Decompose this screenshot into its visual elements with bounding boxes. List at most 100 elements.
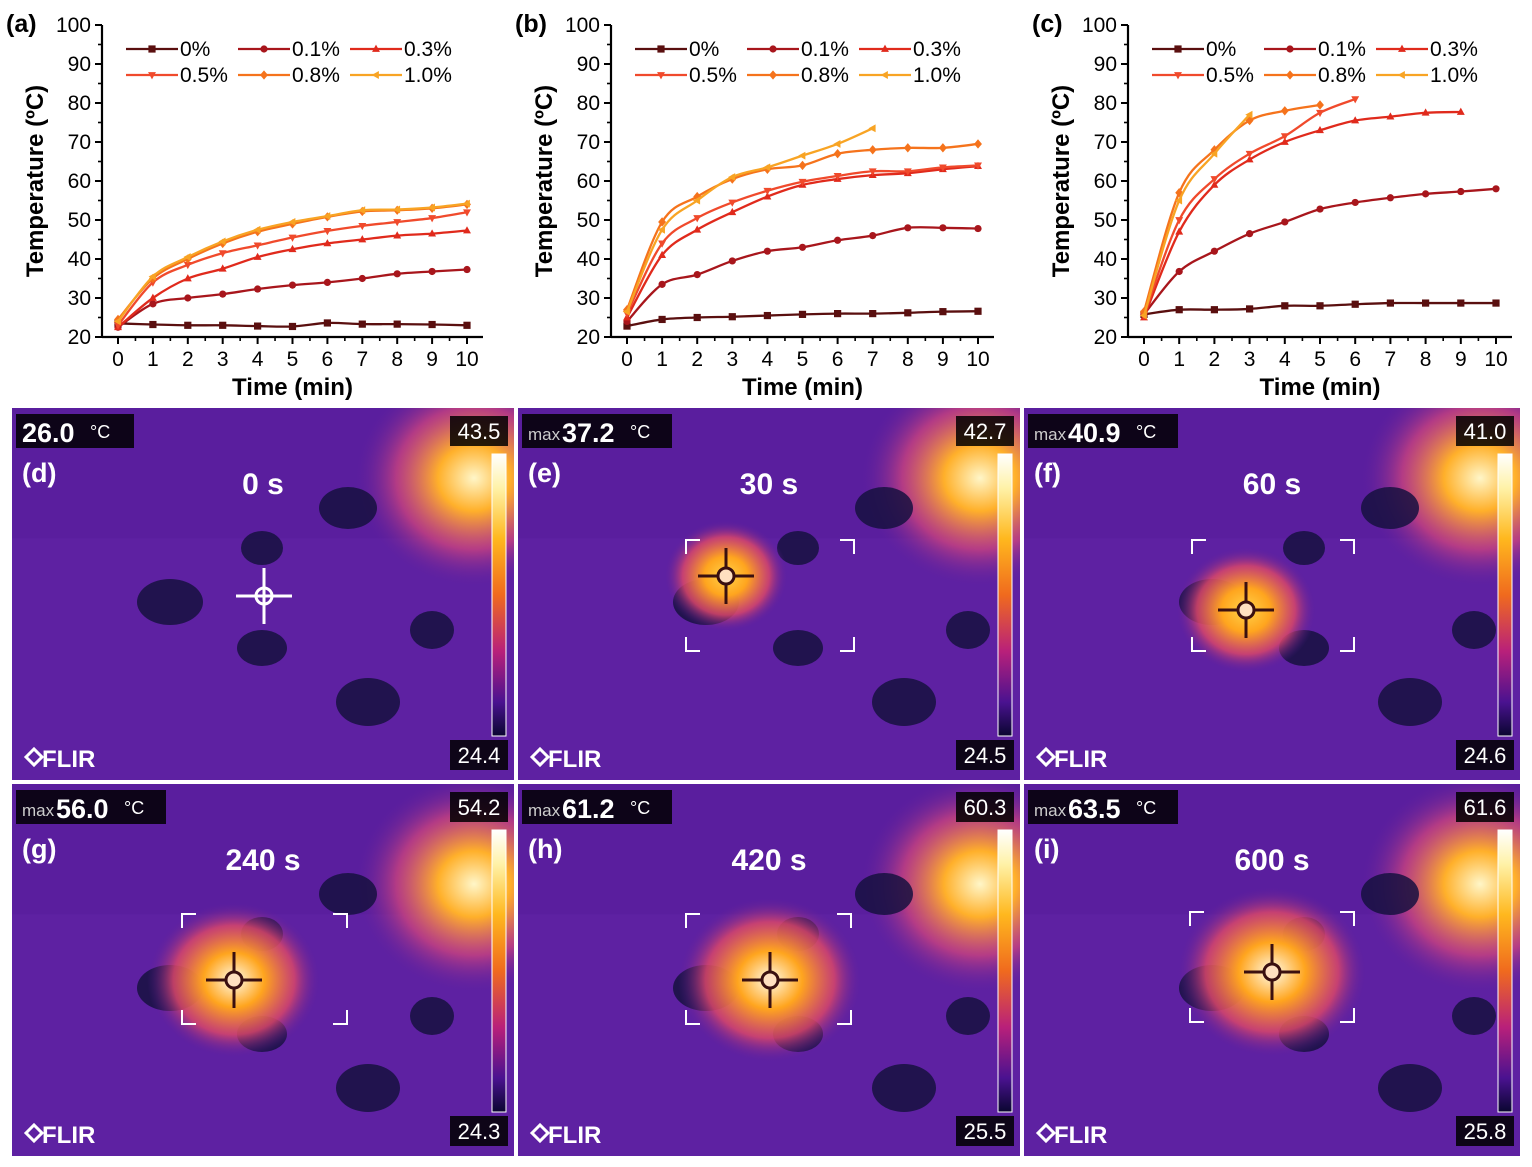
series-0.1% (1140, 185, 1500, 318)
data-point (358, 222, 367, 231)
hot-corner (354, 784, 514, 994)
data-point (868, 145, 877, 155)
legend-label: 0% (689, 38, 719, 61)
x-tick-label: 1 (656, 348, 668, 371)
max-value: 56.0 (56, 794, 109, 824)
data-point (219, 321, 227, 329)
scale-min: 25.8 (1456, 1116, 1514, 1146)
data-point (1280, 137, 1289, 145)
series-1.0% (113, 199, 470, 326)
measure-box (181, 913, 348, 1025)
data-point (1316, 100, 1324, 110)
x-tick-label: 5 (1314, 348, 1326, 371)
data-point (428, 267, 436, 276)
thermal-image-f: max 40.9 °C 41.0 24.6 (f) 60 s FLIR (1024, 408, 1520, 780)
y-tick-label: 40 (1094, 248, 1117, 271)
x-tick-label: 9 (937, 348, 949, 371)
legend-marker (1398, 44, 1406, 52)
flir-brand-text: FLIR (1054, 746, 1107, 773)
data-point (904, 309, 912, 317)
panel-label: (f) (1034, 458, 1061, 488)
data-point (183, 261, 192, 270)
legend-marker (260, 70, 268, 80)
legend: 0% 0.1% 0.3% 0.5% 0.8% 1.0% (635, 38, 961, 87)
svg-text:24.6: 24.6 (1464, 743, 1507, 768)
well (319, 487, 377, 529)
flir-brand-text: FLIR (548, 746, 601, 773)
data-point (763, 163, 771, 172)
y-tick-label: 30 (68, 287, 91, 310)
flir-logo-icon (1035, 1122, 1057, 1144)
legend-label: 0.1% (292, 38, 340, 61)
x-tick-label: 0 (1138, 348, 1150, 371)
well (336, 678, 400, 726)
time-label: 600 s (1234, 844, 1309, 877)
legend-label: 0.1% (801, 38, 849, 61)
data-point (183, 274, 192, 282)
data-point (1457, 187, 1465, 196)
data-point (254, 322, 262, 330)
data-point (288, 217, 296, 226)
legend: 0% 0.1% 0.3% 0.5% 0.8% 1.0% (126, 38, 452, 87)
series-0.3% (1140, 107, 1465, 321)
x-tick-label: 8 (902, 348, 914, 371)
svg-text:43.5: 43.5 (458, 419, 501, 444)
y-tick-label: 100 (1082, 14, 1117, 37)
data-point (693, 225, 702, 233)
legend-marker (148, 45, 156, 53)
data-point (763, 187, 772, 196)
legend-label: 1.0% (913, 64, 961, 87)
data-point (1210, 306, 1218, 314)
data-point (218, 237, 226, 246)
data-point (974, 139, 982, 149)
x-tick-label: 5 (797, 348, 809, 371)
data-point (1246, 230, 1254, 238)
well (319, 873, 377, 915)
data-point (727, 173, 736, 182)
thermal-image-d: 26.0 °C 43.5 24.4 (d) 0 s FLIR (12, 408, 514, 780)
data-point (763, 247, 772, 255)
series-0% (114, 319, 471, 331)
legend-label: 0.3% (1430, 38, 1478, 61)
color-scale-bar (1497, 453, 1513, 737)
data-point (834, 236, 842, 244)
well (773, 630, 823, 666)
x-tick-label: 5 (287, 348, 299, 371)
svg-text:61.6: 61.6 (1464, 795, 1507, 820)
legend-label: 0.5% (1206, 64, 1254, 87)
data-point (1245, 150, 1254, 159)
hot-corner (860, 408, 1020, 588)
data-point (113, 317, 121, 326)
data-point (219, 290, 227, 298)
y-axis-label: Temperature (ºC) (1048, 85, 1075, 277)
measure-box (685, 539, 855, 652)
data-point (938, 143, 947, 153)
data-point (427, 203, 435, 212)
svg-text:24.5: 24.5 (964, 743, 1007, 768)
x-tick-label: 1 (1173, 348, 1185, 371)
y-tick-label: 70 (1094, 131, 1117, 154)
legend-label: 0% (1206, 38, 1236, 61)
svg-text:24.3: 24.3 (458, 1119, 501, 1144)
data-point (218, 264, 227, 272)
x-tick-label: 6 (1349, 348, 1361, 371)
data-point (692, 196, 701, 205)
data-point (462, 199, 470, 208)
data-point (288, 281, 297, 289)
legend-marker (881, 44, 889, 52)
well (1361, 487, 1419, 529)
data-point (184, 294, 192, 302)
y-axis-label: Temperature (ºC) (531, 85, 558, 277)
x-tick-label: 2 (182, 348, 194, 371)
measure-box (1191, 539, 1355, 652)
legend-marker (1286, 70, 1294, 80)
legend: 0% 0.1% 0.3% 0.5% 0.8% 1.0% (1152, 38, 1478, 87)
y-tick-label: 100 (565, 14, 600, 37)
x-tick-label: 8 (391, 348, 403, 371)
max-temp-readout: max 37.2 °C (522, 414, 672, 448)
data-point (1386, 112, 1395, 120)
data-point (1457, 299, 1465, 307)
data-point (393, 270, 401, 278)
legend-marker (1174, 45, 1182, 53)
